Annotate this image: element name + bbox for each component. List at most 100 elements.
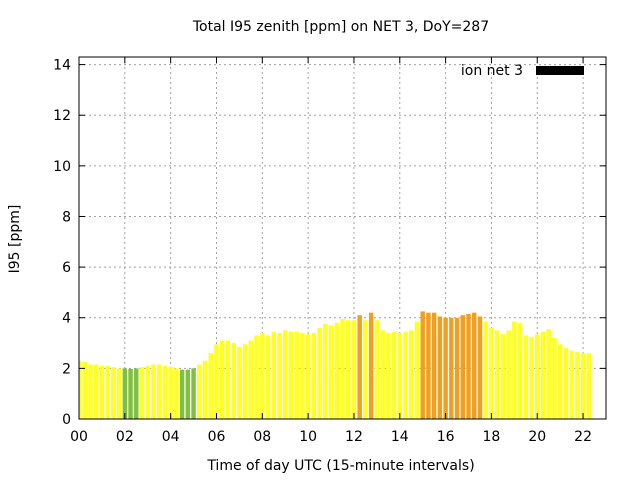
x-axis-label: Time of day UTC (15-minute intervals)	[206, 458, 474, 474]
bar	[420, 311, 425, 419]
bar	[351, 320, 357, 419]
x-tick-label: 14	[391, 429, 409, 445]
bar	[575, 351, 580, 419]
bar	[282, 330, 288, 419]
bar	[265, 335, 271, 419]
bar	[179, 369, 185, 419]
x-tick-label: 08	[253, 429, 271, 445]
bar	[368, 312, 374, 419]
x-tick-label: 02	[116, 429, 134, 445]
bar	[174, 368, 179, 419]
bar	[586, 353, 592, 419]
bar	[409, 330, 414, 419]
bar	[305, 334, 311, 419]
chart-title: Total I95 zenith [ppm] on NET 3, DoY=287	[192, 19, 489, 35]
bar	[563, 348, 569, 419]
bar	[437, 316, 443, 419]
y-tick-label: 14	[53, 58, 71, 74]
bar	[231, 343, 236, 419]
bar	[477, 316, 483, 419]
bar	[248, 340, 254, 419]
x-tick-label: 20	[528, 429, 546, 445]
bar	[294, 331, 299, 419]
bar	[466, 313, 471, 419]
bar	[414, 321, 420, 419]
x-tick-label: 06	[208, 429, 226, 445]
y-tick-label: 8	[62, 209, 71, 225]
bar	[449, 317, 454, 419]
bar	[386, 332, 391, 419]
bar	[242, 344, 248, 419]
bar	[122, 368, 128, 419]
bar	[489, 327, 494, 419]
bar	[517, 322, 523, 419]
bar	[380, 330, 385, 419]
bar	[472, 312, 477, 419]
bar	[403, 331, 408, 419]
bar	[300, 332, 305, 419]
bar	[214, 344, 219, 419]
y-tick-label: 2	[62, 361, 71, 377]
bar	[546, 329, 551, 419]
bar	[116, 368, 122, 419]
bar	[111, 367, 116, 419]
bar	[494, 330, 500, 419]
y-tick-label: 0	[62, 412, 71, 428]
bar	[535, 334, 540, 419]
bar	[552, 337, 557, 419]
y-axis-label: I95 [ppm]	[7, 205, 23, 274]
y-tick-label: 6	[62, 260, 71, 276]
x-tick-label: 16	[437, 429, 455, 445]
bar	[82, 362, 87, 419]
bar	[506, 330, 511, 419]
bar	[340, 319, 345, 419]
bar	[426, 312, 431, 419]
bar	[460, 315, 466, 419]
legend: ion net 3	[461, 63, 584, 79]
bar	[397, 332, 403, 419]
y-tick-label: 12	[53, 108, 71, 124]
bar	[208, 353, 213, 419]
bar	[334, 322, 340, 419]
bar	[391, 331, 397, 419]
bar	[145, 365, 150, 419]
bar	[512, 321, 517, 419]
bar	[323, 324, 328, 419]
bar	[523, 335, 529, 419]
y-tick-label: 4	[62, 311, 71, 327]
x-tick-label: 00	[70, 429, 88, 445]
bar	[569, 350, 574, 419]
bar	[202, 360, 208, 419]
bar	[151, 364, 156, 419]
bar	[105, 365, 110, 419]
bar	[277, 332, 282, 419]
bars	[79, 311, 592, 419]
bar	[357, 315, 362, 419]
x-tick-label: 18	[483, 429, 501, 445]
bar	[345, 320, 351, 419]
plot-frame	[78, 56, 607, 420]
bar	[271, 331, 276, 419]
bar	[540, 331, 546, 419]
bar	[443, 317, 448, 419]
bar	[197, 364, 202, 419]
legend-swatch	[536, 66, 584, 75]
legend-label: ion net 3	[461, 63, 523, 79]
y-tick-label: 10	[53, 159, 71, 175]
x-tick-label: 10	[299, 429, 317, 445]
bar	[219, 340, 225, 419]
bar	[483, 321, 488, 419]
bar	[139, 367, 145, 419]
bar	[93, 364, 99, 419]
bar	[156, 364, 162, 419]
bar	[374, 320, 380, 419]
bar	[237, 346, 242, 419]
bar	[328, 325, 334, 419]
bar	[134, 368, 139, 419]
bar	[79, 360, 82, 419]
bar	[260, 332, 265, 419]
bar	[500, 334, 506, 419]
bar	[454, 317, 460, 419]
